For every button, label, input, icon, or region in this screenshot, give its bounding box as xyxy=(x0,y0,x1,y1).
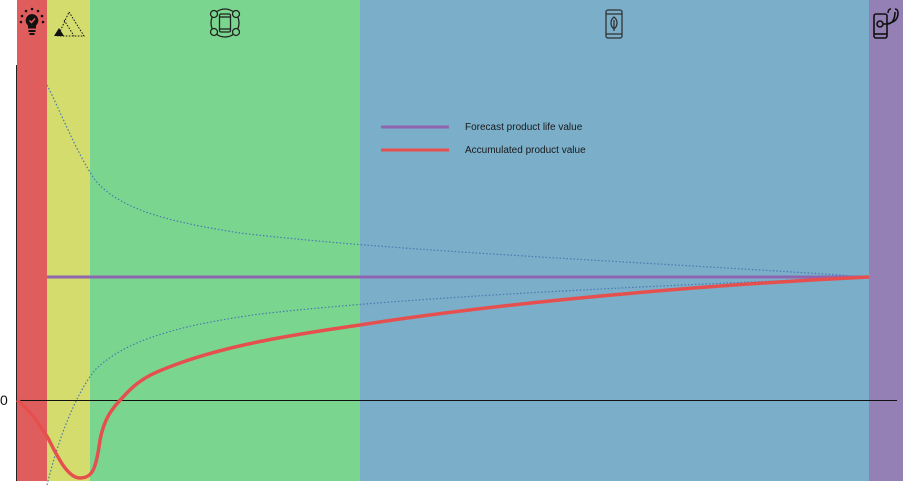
phase-band-use xyxy=(360,0,869,481)
phase-band-development xyxy=(47,0,90,481)
connected-phone-icon xyxy=(209,8,241,38)
upper-bound-curve xyxy=(46,84,870,278)
phone-leaf-icon xyxy=(605,9,623,39)
triangles-icon xyxy=(54,10,85,37)
phone-stethoscope-icon xyxy=(873,8,899,39)
legend: Forecast product life value Accumulated … xyxy=(381,122,586,156)
accumulated-value-curve xyxy=(15,275,870,480)
lightbulb-check-icon xyxy=(19,7,45,35)
legend-label-accumulated: Accumulated product value xyxy=(465,145,586,156)
phase-band-support xyxy=(869,0,903,481)
legend-label-forecast: Forecast product life value xyxy=(465,122,583,133)
phase-band-launch xyxy=(90,0,360,481)
phase-band-ideation xyxy=(17,0,47,481)
zero-label: 0 xyxy=(0,392,8,408)
